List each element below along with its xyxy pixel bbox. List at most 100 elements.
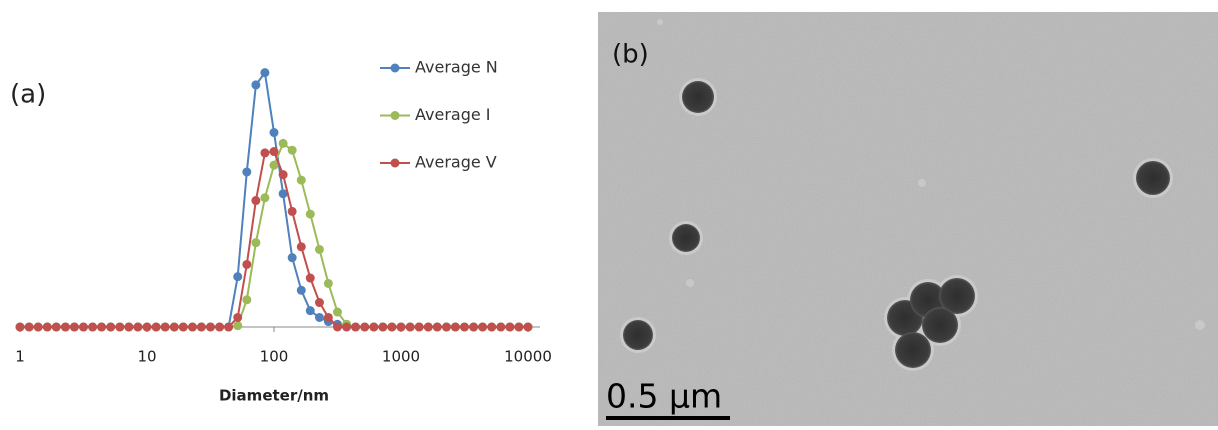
data-point [287,206,297,216]
data-point [133,322,143,332]
data-point [224,322,234,332]
data-point [260,68,270,78]
data-point [251,238,261,248]
x-tick-label: 1000 [382,348,420,366]
plot-area: (a) Diameter/nm 1 10 100 1000 10000 Average N… [10,58,552,405]
data-point [69,322,79,332]
x-tick-label: 10 [137,348,156,366]
data-point [78,322,88,332]
data-point [242,295,252,305]
data-point [305,273,315,283]
x-tick-label: 10000 [504,348,552,366]
data-point [342,322,352,332]
data-point [332,322,342,332]
data-point [378,322,388,332]
legend-label: Average I [415,105,491,124]
data-point [242,167,252,177]
data-point [305,306,315,316]
data-point [523,322,533,332]
data-point [187,322,197,332]
data-point [106,322,116,332]
data-point [169,322,179,332]
data-point [178,322,188,332]
data-point [305,209,315,219]
legend-label: Average N [415,58,498,77]
data-point [24,322,34,332]
legend-label: Average V [415,153,497,172]
data-point [314,244,324,254]
data-point [360,322,370,332]
data-point [450,322,460,332]
legend-marker [390,158,400,168]
specks [657,19,1205,330]
scale-bar [606,416,730,420]
data-point [215,322,225,332]
data-point [251,196,261,206]
data-point [287,145,297,155]
data-point [432,322,442,332]
data-point [88,322,98,332]
data-point [369,322,379,332]
data-point [196,322,206,332]
data-point [242,259,252,269]
data-point [469,322,479,332]
data-point [387,322,397,332]
data-point [278,170,288,180]
data-point [260,193,270,203]
tem-image: (b) 0.5 μm [598,12,1218,426]
data-point [496,322,506,332]
data-point [42,322,52,332]
nanoparticles [623,81,1170,368]
data-point [60,322,70,332]
x-axis-label: Diameter/nm [219,387,329,405]
data-point [15,322,25,332]
data-point [478,322,488,332]
data-point [459,322,469,332]
data-point [251,80,261,90]
data-point [323,278,333,288]
data-point [233,321,243,331]
data-point [287,253,297,263]
data-point [314,312,324,322]
panel-label: (b) [612,40,649,70]
data-point [142,322,152,332]
data-point [296,175,306,185]
data-point [414,322,424,332]
data-point [296,285,306,295]
data-point [351,322,361,332]
data-point [33,322,43,332]
data-point [260,148,270,158]
data-point [296,242,306,252]
data-point [314,298,324,308]
legend-marker [390,63,400,73]
legend-marker [390,111,400,120]
data-point [405,322,415,332]
data-point [278,189,288,199]
data-point [269,128,279,138]
data-point [423,322,433,332]
data-point [396,322,406,332]
data-point [487,322,497,332]
panel-label: (a) [10,80,46,110]
series-line [20,150,528,328]
data-point [269,147,279,157]
data-point [269,160,279,170]
data-point [233,312,243,322]
data-point [115,322,125,332]
data-point [160,322,170,332]
data-point [441,322,451,332]
data-point [323,312,333,322]
data-point [51,322,61,332]
data-point [124,322,134,332]
data-point [97,322,107,332]
data-point [332,307,342,317]
data-point [514,322,524,332]
x-tick-label: 100 [260,348,289,366]
x-tick-label: 1 [15,348,25,366]
data-point [505,322,515,332]
data-point [151,322,161,332]
data-point [205,322,215,332]
scale-bar-label: 0.5 μm [606,377,722,416]
data-point [233,272,243,282]
